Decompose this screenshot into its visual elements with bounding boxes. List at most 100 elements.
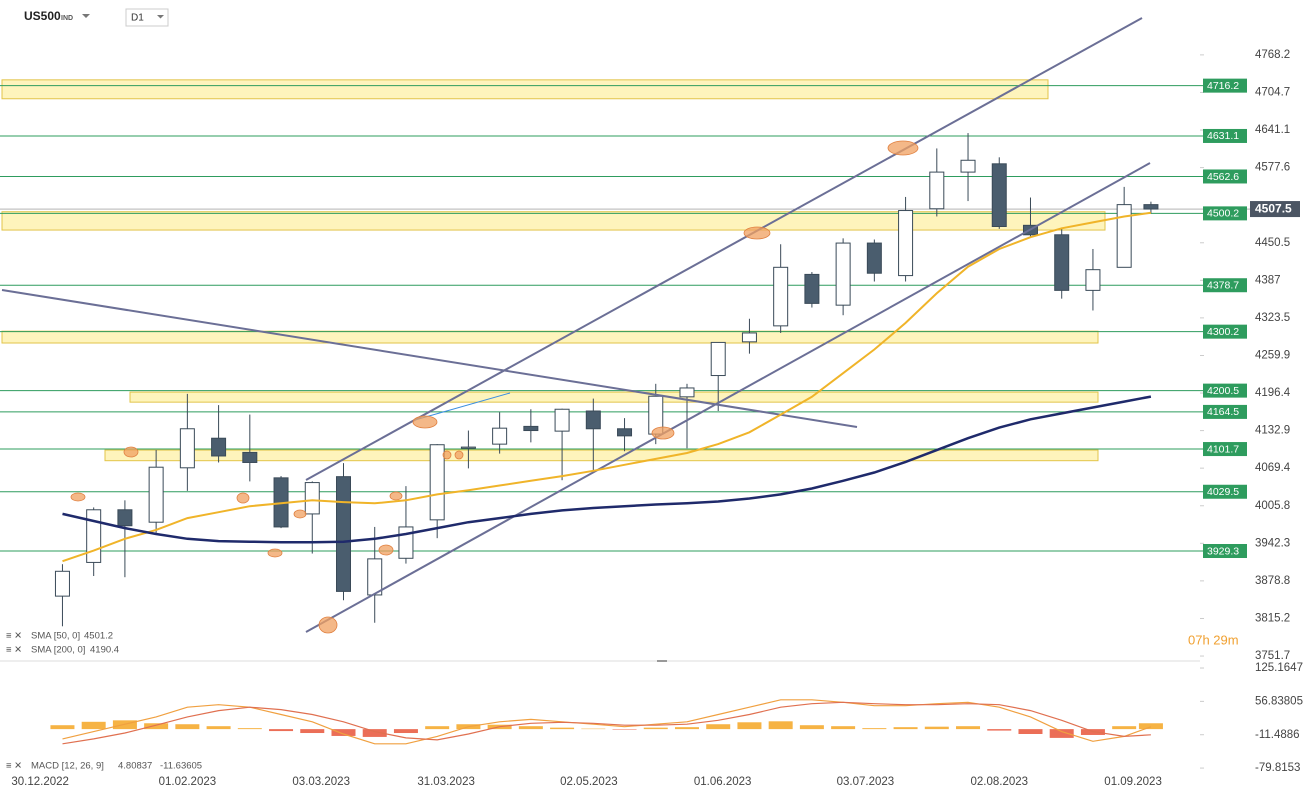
level-label-box — [1203, 383, 1247, 398]
macd-bar — [1112, 726, 1137, 730]
dropdown-caret[interactable] — [82, 14, 90, 18]
current-price-box — [1250, 201, 1300, 218]
axis-labels: 4768.2 4704.7 4641.1 4577.6 4450.5 4387 4323.5… — [6, 49, 1303, 788]
legend-icon: ≡ ✕ — [6, 645, 22, 656]
y-tick-label: 4132.9 — [1255, 425, 1290, 437]
legend-value: 4501.2 — [84, 631, 113, 642]
x-tick-label: 01.02.2023 — [159, 776, 217, 788]
marker — [412, 415, 438, 429]
marker — [442, 450, 452, 460]
candle-body — [335, 476, 351, 592]
level-label: 4200.5 — [1207, 385, 1239, 397]
marker — [378, 544, 394, 556]
macd-bar — [924, 726, 949, 730]
level-label-box — [1203, 78, 1247, 93]
y-tick-label: -79.8153 — [1255, 762, 1300, 774]
macd-bar — [737, 722, 762, 730]
candle-body — [898, 210, 914, 277]
y-tick-label: 4259.9 — [1255, 350, 1290, 362]
candle-body — [585, 410, 601, 430]
marker — [267, 548, 283, 558]
macd-bar — [706, 724, 731, 730]
level-label: 4378.7 — [1207, 280, 1239, 292]
candle-body — [117, 509, 133, 527]
candle-body — [1054, 234, 1070, 291]
legend-name: SMA [50, 0] — [31, 631, 80, 642]
macd-bar — [956, 726, 981, 730]
candle-body — [242, 451, 258, 463]
macd-line — [62, 701, 1151, 745]
macd-value: -11.63605 — [160, 761, 202, 772]
marker — [454, 450, 464, 460]
x-tick-label: 02.08.2023 — [970, 776, 1028, 788]
level-label: 4562.6 — [1207, 171, 1239, 183]
y-tick-label: 125.1647 — [1255, 662, 1303, 674]
candle-body — [679, 387, 695, 398]
marker — [293, 509, 307, 519]
macd-bar — [175, 724, 200, 730]
interval-select[interactable] — [125, 8, 169, 27]
macd-bar — [799, 725, 824, 730]
macd-bar — [1049, 729, 1074, 738]
interval: D1 — [131, 13, 144, 24]
sma-line — [62, 211, 1152, 563]
macd-bar — [331, 729, 356, 736]
candle-body — [86, 509, 102, 563]
macd-bar — [1138, 723, 1163, 730]
x-tick-label: 03.07.2023 — [837, 776, 895, 788]
level-label-box — [1203, 404, 1247, 419]
level-label-box — [1203, 206, 1247, 221]
zone — [1, 211, 1106, 231]
y-tick-label: 56.83805 — [1255, 695, 1303, 707]
x-tick-label: 02.05.2023 — [560, 776, 618, 788]
level-label-box — [1203, 278, 1247, 293]
level-label-box — [1203, 544, 1247, 559]
candle-body — [866, 242, 882, 274]
zone — [129, 391, 1099, 403]
y-tick-label: 4768.2 — [1255, 49, 1290, 61]
marker — [318, 616, 338, 634]
x-tick-label: 31.03.2023 — [417, 776, 475, 788]
y-tick-label: 3878.8 — [1255, 575, 1290, 587]
dropdown-caret — [157, 15, 164, 19]
candle-body — [523, 425, 539, 432]
macd-bar — [206, 726, 231, 730]
marker — [651, 426, 675, 440]
x-tick-label: 03.03.2023 — [292, 776, 350, 788]
zone — [104, 449, 1099, 462]
candle-body — [54, 570, 70, 597]
marker — [743, 226, 771, 240]
candle-body — [460, 446, 476, 449]
level-label: 4300.2 — [1207, 326, 1239, 338]
macd-bar — [643, 727, 668, 730]
legend-icon: ≡ ✕ — [6, 761, 22, 772]
x-tick-label: 30.12.2022 — [11, 776, 69, 788]
macd-bar — [425, 726, 450, 730]
marker — [887, 140, 919, 156]
y-tick-label: 4196.4 — [1255, 387, 1291, 399]
candle-body — [211, 437, 227, 457]
level-label: 4101.7 — [1207, 443, 1239, 455]
level-label-box — [1203, 324, 1247, 339]
macd-bar — [362, 729, 387, 737]
current-price-label: 4507.5 — [1255, 202, 1292, 216]
macd-bar — [269, 729, 294, 732]
macd-bar — [550, 727, 575, 730]
sma-line — [62, 395, 1152, 544]
marker — [236, 492, 250, 504]
highlights — [70, 140, 919, 634]
candle-body — [710, 341, 726, 377]
descending-line — [1, 289, 858, 428]
macd-bar — [862, 728, 887, 730]
zone — [1, 79, 1049, 100]
macd-bar — [144, 723, 169, 730]
zone — [1, 330, 1099, 344]
level-label-box — [1203, 484, 1247, 499]
y-tick-label: 4005.8 — [1255, 500, 1290, 512]
candle-body — [304, 482, 320, 515]
candle-body — [148, 466, 164, 523]
marker — [389, 491, 403, 501]
candle-body — [929, 171, 945, 210]
level-label: 4500.2 — [1207, 208, 1239, 220]
y-tick-label: 4069.4 — [1255, 462, 1291, 474]
